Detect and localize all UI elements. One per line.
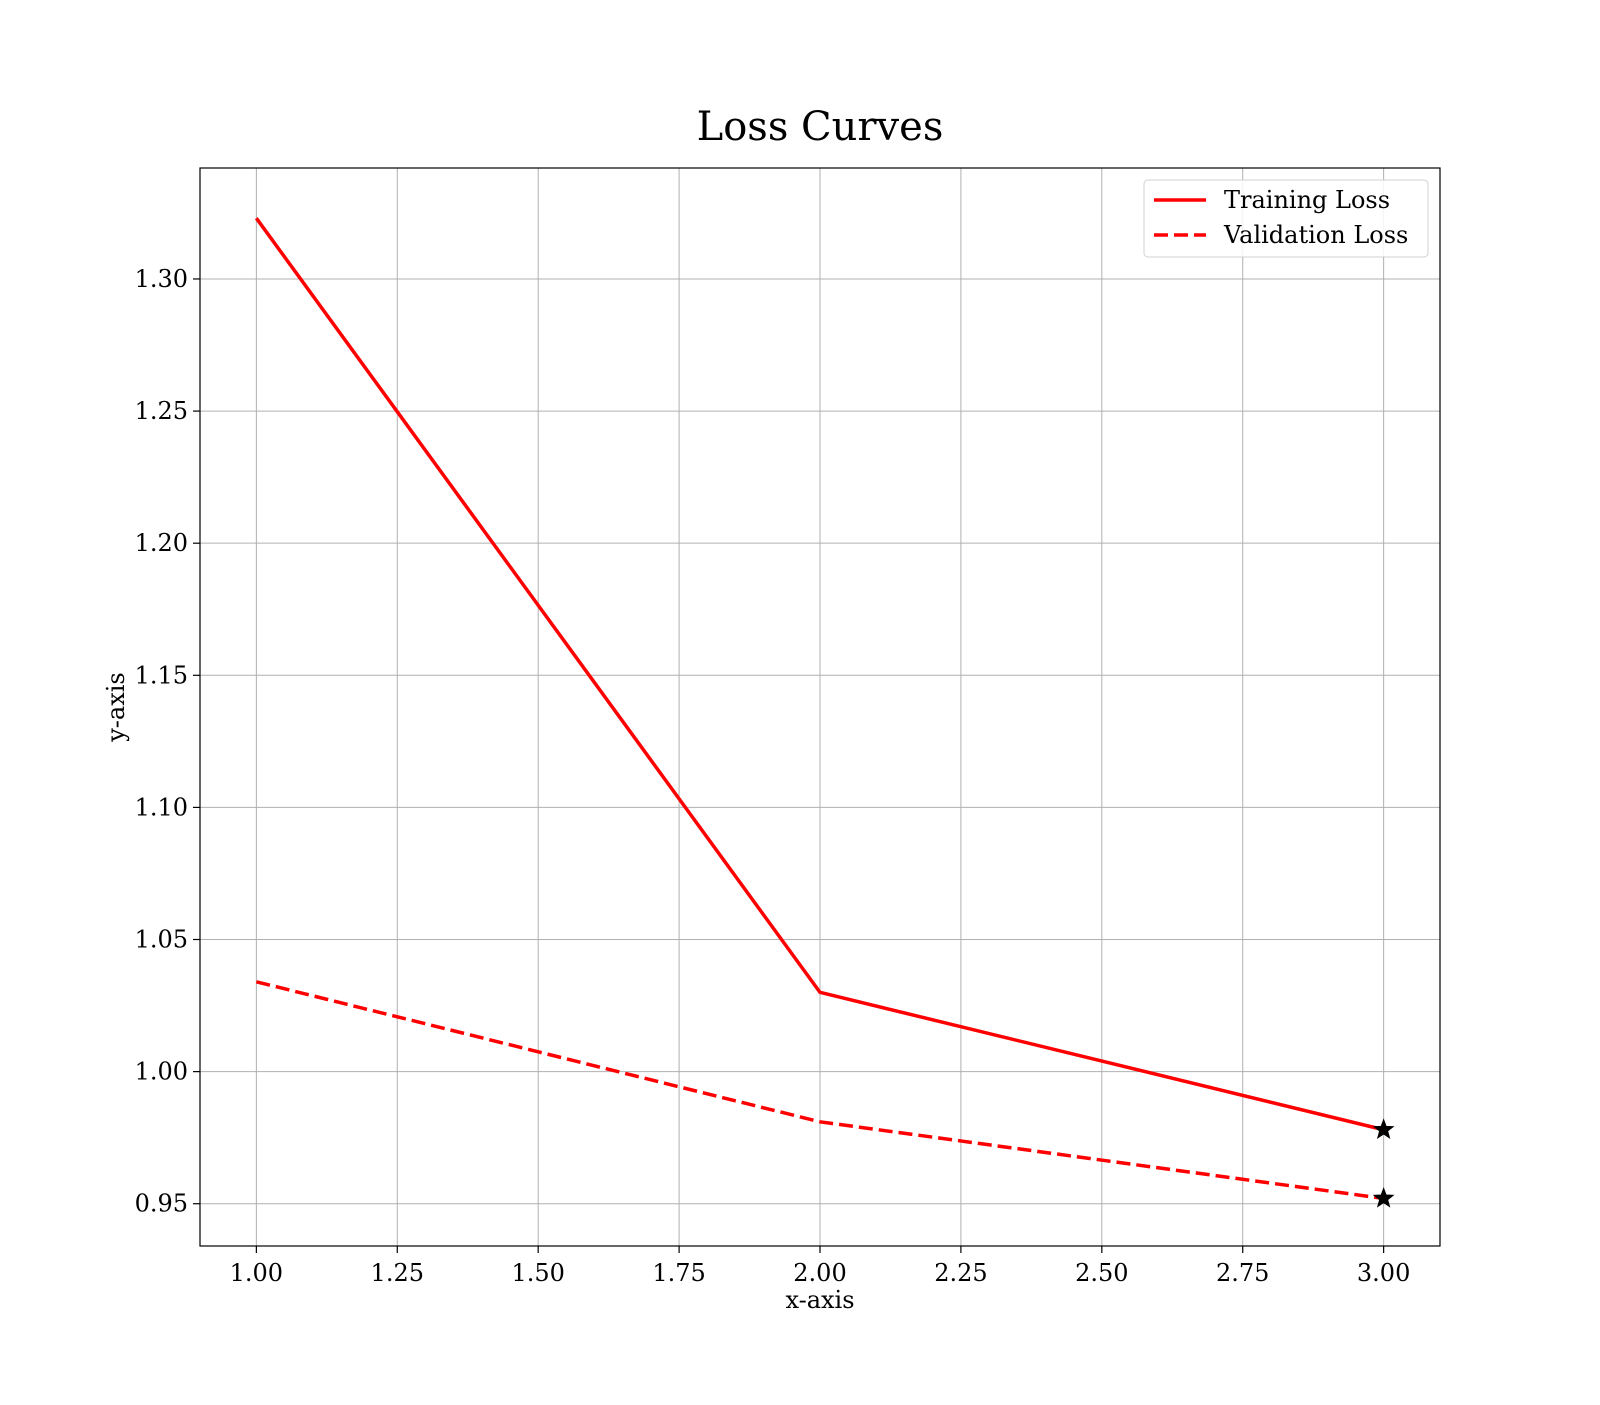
y-ticks: 0.95 1.00 1.05 1.10 1.15 1.20 1.25 1.30 [135, 265, 200, 1218]
end-point-star-marker [1372, 1187, 1395, 1208]
chart-title: Loss Curves [697, 104, 944, 150]
legend-box [1143, 179, 1429, 258]
legend-label: Training Loss [1224, 186, 1390, 214]
x-tick-label: 1.50 [511, 1259, 564, 1287]
series-line-training-loss [254, 217, 1385, 1132]
x-tick-label: 2.00 [793, 1259, 846, 1287]
y-tick-label: 1.20 [135, 529, 188, 557]
series-line-validation-loss [255, 980, 1384, 1201]
y-tick-label: 0.95 [135, 1190, 188, 1218]
legend: Training Loss Validation Loss [1143, 179, 1429, 258]
x-ticks: 1.00 1.25 1.50 1.75 2.00 2.25 2.50 2.75 3.00 [230, 1246, 1410, 1287]
y-tick-label: 1.15 [135, 661, 188, 689]
x-tick-label: 2.25 [934, 1259, 987, 1287]
y-tick-label: 1.30 [135, 265, 188, 293]
y-tick-label: 1.00 [135, 1058, 188, 1086]
x-tick-label: 2.75 [1216, 1259, 1269, 1287]
x-axis-label: x-axis [785, 1286, 854, 1314]
x-tick-label: 1.00 [230, 1259, 283, 1287]
series-lines [254, 217, 1395, 1208]
legend-label: Validation Loss [1223, 221, 1408, 249]
x-tick-label: 1.25 [371, 1259, 424, 1287]
x-tick-label: 2.50 [1075, 1259, 1128, 1287]
y-tick-label: 1.05 [135, 926, 188, 954]
y-tick-label: 1.10 [135, 793, 188, 821]
x-tick-label: 1.75 [652, 1259, 705, 1287]
x-tick-label: 3.00 [1357, 1259, 1410, 1287]
y-tick-label: 1.25 [135, 397, 188, 425]
grid [200, 168, 1440, 1246]
end-point-star-marker [1372, 1118, 1395, 1139]
y-axis-label: y-axis [102, 672, 130, 743]
